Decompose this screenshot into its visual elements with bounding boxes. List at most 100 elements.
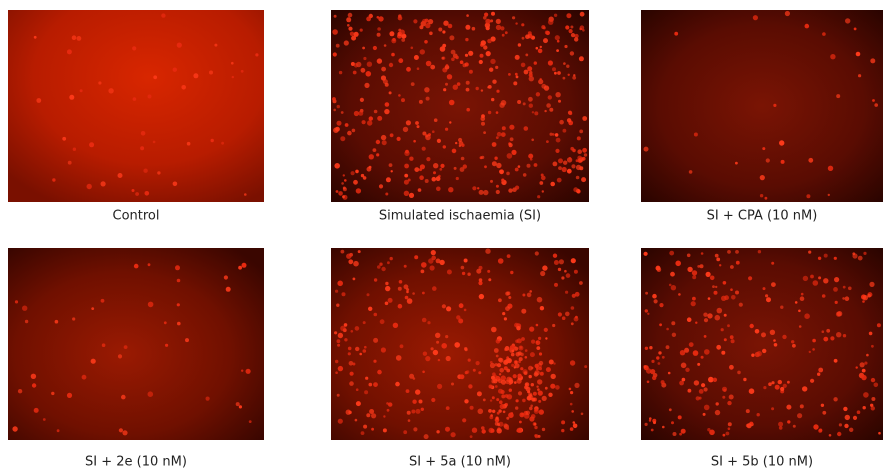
cell — [688, 389, 692, 393]
cell — [524, 371, 528, 375]
cell — [501, 380, 506, 385]
cell — [15, 300, 18, 303]
cell — [431, 398, 435, 402]
cell — [341, 182, 344, 185]
cell — [411, 82, 415, 86]
cell — [532, 111, 534, 113]
cell — [765, 294, 768, 297]
cell — [674, 32, 678, 36]
cell — [828, 194, 830, 196]
cell — [546, 31, 550, 35]
cell — [404, 284, 409, 289]
cell — [508, 73, 511, 76]
cell — [853, 416, 857, 420]
cell — [542, 190, 544, 192]
cell — [52, 178, 55, 181]
cell — [473, 369, 476, 372]
cell — [422, 292, 425, 295]
cell — [472, 186, 476, 190]
cell — [392, 38, 395, 41]
cell — [709, 430, 715, 436]
cell — [510, 345, 515, 350]
cell — [391, 170, 393, 172]
cell — [466, 14, 469, 17]
cell — [348, 27, 352, 31]
cell — [549, 108, 553, 112]
cell — [496, 339, 501, 344]
cell — [69, 95, 74, 100]
cell — [661, 380, 665, 384]
cell — [185, 338, 189, 342]
cell — [390, 257, 393, 260]
cell — [675, 261, 681, 267]
cell — [704, 335, 707, 338]
cell — [504, 317, 507, 320]
cell — [856, 52, 861, 57]
cell — [400, 344, 404, 348]
cell — [516, 399, 519, 402]
cell — [102, 343, 106, 347]
cell — [566, 13, 571, 18]
cell — [571, 410, 574, 413]
cell — [795, 301, 798, 304]
cell — [496, 417, 499, 420]
cell — [822, 411, 826, 415]
cell — [386, 177, 391, 182]
cell — [668, 372, 671, 375]
cell — [175, 265, 180, 270]
cell — [715, 315, 721, 321]
cell — [538, 400, 541, 403]
cell — [548, 60, 553, 65]
cell — [546, 103, 551, 108]
cell — [555, 149, 559, 153]
cell — [350, 372, 354, 376]
cell — [431, 250, 436, 255]
cell — [501, 394, 505, 398]
cell — [334, 15, 337, 18]
cell — [497, 412, 500, 415]
cell — [451, 432, 456, 437]
cell — [367, 167, 372, 172]
cell — [536, 92, 540, 96]
cell — [762, 147, 765, 150]
cell — [735, 162, 738, 165]
cell — [464, 347, 467, 350]
cell — [522, 294, 525, 297]
cell — [495, 385, 498, 388]
cell — [389, 91, 392, 94]
cell — [530, 352, 535, 357]
cell — [362, 120, 366, 124]
cell — [843, 334, 846, 337]
cell — [539, 361, 543, 365]
cell — [737, 371, 741, 375]
cell — [863, 295, 868, 300]
cell — [367, 293, 370, 296]
cell — [343, 174, 345, 176]
cell — [346, 17, 351, 22]
cell — [554, 260, 559, 265]
cell — [869, 332, 873, 336]
cell — [573, 421, 576, 424]
cell — [653, 421, 656, 424]
cell — [727, 401, 731, 405]
cell — [382, 140, 387, 145]
cell — [806, 194, 810, 198]
cell — [713, 378, 717, 382]
cell — [761, 332, 766, 337]
cell — [436, 187, 441, 192]
cell — [462, 272, 465, 275]
cell — [348, 352, 351, 355]
cell — [454, 167, 457, 170]
cell — [786, 405, 791, 410]
cell — [435, 333, 440, 338]
cell — [511, 150, 516, 155]
cell — [645, 423, 648, 426]
cell — [525, 356, 528, 359]
cell — [714, 291, 718, 295]
cell — [536, 324, 539, 327]
cell — [460, 374, 465, 379]
cell — [239, 405, 242, 408]
cell — [451, 383, 454, 386]
cell — [644, 147, 649, 152]
cell — [671, 321, 675, 325]
